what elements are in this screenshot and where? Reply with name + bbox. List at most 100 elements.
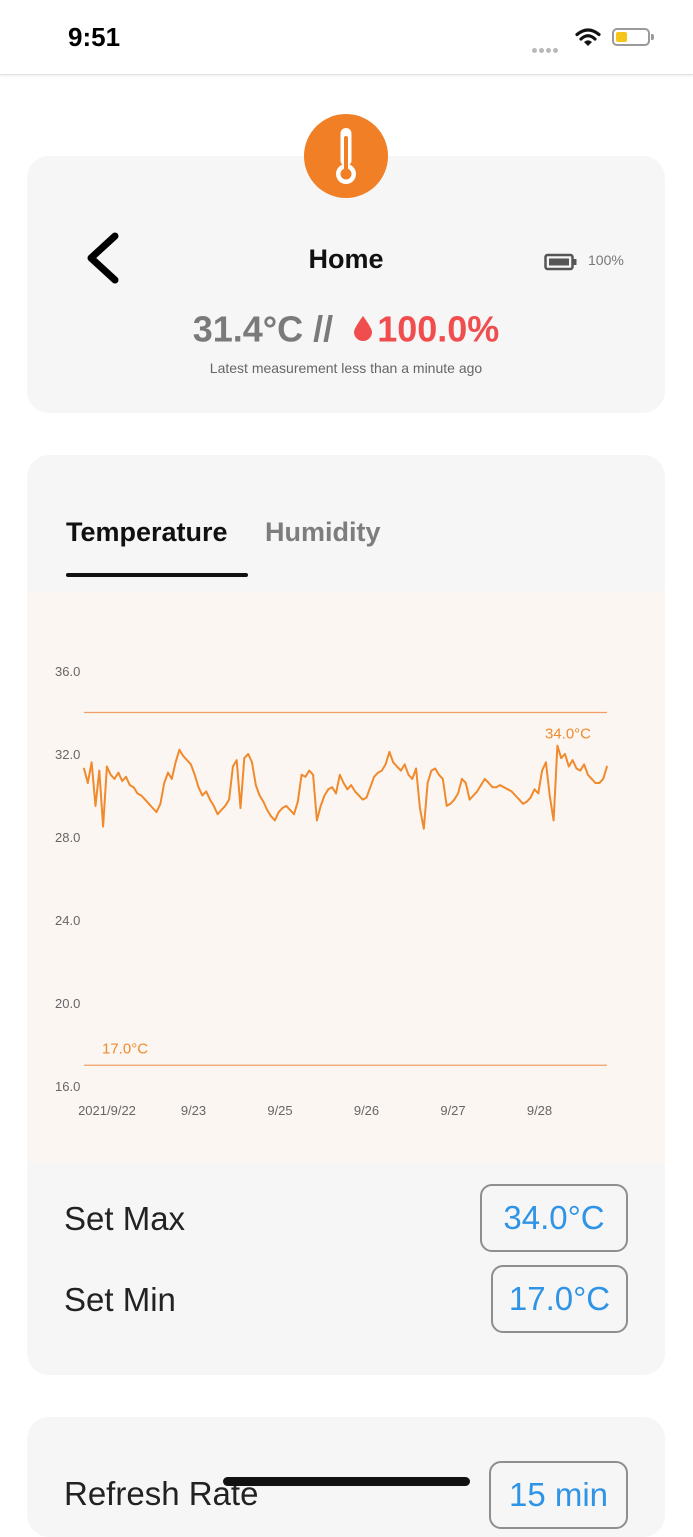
latest-reading: 31.4°C // 100.0%	[27, 308, 665, 356]
temperature-data-point	[94, 805, 97, 807]
history-card: Temperature Humidity 36.0 32.0 28.0 24.0 20.…	[27, 455, 665, 1375]
max-threshold-label: 34.0°C	[545, 726, 591, 743]
temperature-data-point	[400, 769, 402, 772]
temperature-data-point	[193, 773, 196, 776]
temperature-data-point	[86, 782, 89, 784]
temperature-data-point	[571, 759, 574, 762]
temperature-data-point	[598, 782, 601, 784]
temperature-data-point	[606, 765, 608, 768]
temperature-data-point	[461, 778, 463, 780]
y-tick-label: 28.0	[55, 830, 80, 845]
temperature-data-point	[533, 788, 536, 791]
temperature-data-point	[575, 767, 578, 770]
temperature-data-point	[407, 773, 410, 776]
refresh-rate-button[interactable]: 15 min	[489, 1461, 628, 1529]
temperature-data-point	[587, 773, 589, 776]
temperature-data-point	[411, 778, 414, 780]
x-tick-label: 2021/9/22	[78, 1103, 136, 1118]
temperature-chart-svg: 36.0 32.0 28.0 24.0 20.0 16.0 2021/9/22 9/23 9/…	[55, 664, 608, 1118]
temperature-data-point	[232, 765, 234, 768]
temperature-data-point	[453, 798, 456, 801]
temperature-data-point	[228, 798, 231, 801]
temperature-data-point	[552, 819, 555, 822]
temperature-data-point	[403, 763, 406, 766]
temperature-data-point	[296, 800, 299, 803]
temperature-data-point	[155, 811, 158, 813]
temperature-data-point	[209, 798, 211, 801]
x-tick-label: 9/25	[267, 1103, 292, 1118]
temperature-data-point	[262, 800, 265, 803]
tab-humidity[interactable]: Humidity	[265, 517, 381, 547]
temperature-data-point	[583, 763, 585, 766]
temperature-data-point	[529, 796, 532, 799]
temperature-data-point	[308, 769, 311, 772]
min-threshold-label: 17.0°C	[102, 1040, 148, 1057]
temperature-data-point	[361, 798, 364, 801]
temperature-data-point	[480, 784, 482, 786]
temperature-data-point	[285, 805, 288, 807]
temperature-data-point	[274, 819, 276, 822]
temperature-data-point	[335, 792, 337, 795]
last-measurement-text: Latest measurement less than a minute ag…	[209, 360, 483, 376]
temperature-data-point	[113, 778, 116, 780]
tab-temperature[interactable]: Temperature	[66, 517, 228, 547]
temperature-data-point	[190, 763, 192, 766]
set-max-button[interactable]: 34.0°C	[480, 1184, 628, 1252]
humidity-value: 100.0%	[377, 308, 500, 350]
temperature-data-point	[239, 807, 242, 809]
temperature-data-point	[243, 757, 246, 759]
temperature-data-point	[579, 769, 582, 772]
temperature-data-point	[457, 792, 459, 795]
temperature-data-point	[281, 807, 284, 809]
temperature-data-point	[365, 796, 368, 799]
temperature-data-point	[510, 790, 513, 793]
temperature-data-point	[163, 782, 166, 784]
y-tick-label: 20.0	[55, 996, 80, 1011]
temperature-data-point	[491, 786, 494, 789]
back-button[interactable]	[82, 230, 126, 290]
device-title: Home	[308, 244, 384, 274]
temperature-data-point	[151, 807, 154, 809]
temperature-data-point	[167, 771, 169, 774]
temperature-data-point	[254, 784, 257, 786]
set-max-label: Set Max	[64, 1200, 186, 1237]
x-tick-label: 9/26	[354, 1103, 379, 1118]
temperature-data-point	[342, 782, 345, 784]
water-drop-icon	[353, 308, 373, 350]
temperature-data-point	[483, 778, 486, 780]
temperature-data-point	[396, 765, 398, 768]
temperature-data-point	[556, 744, 559, 747]
set-min-button[interactable]: 17.0°C	[491, 1265, 628, 1333]
temperature-data-point	[159, 802, 162, 805]
temperature-data-point	[419, 807, 421, 809]
temperature-data-point	[224, 805, 227, 807]
temperature-data-point	[220, 809, 223, 811]
y-tick-label: 16.0	[55, 1079, 80, 1094]
temperature-data-point	[148, 802, 150, 805]
temperature-data-point	[170, 778, 173, 780]
y-tick-label: 32.0	[55, 747, 80, 762]
temperature-data-point	[449, 802, 452, 805]
temperature-data-point	[472, 794, 475, 797]
temperature-data-point	[277, 811, 280, 813]
device-battery-icon	[544, 253, 578, 276]
temperature-data-point	[545, 761, 547, 764]
temperature-data-point	[251, 761, 253, 764]
temperature-data-point	[426, 782, 429, 784]
temperature-data-point	[197, 786, 200, 789]
temperature-data-point	[384, 763, 387, 766]
temperature-data-point	[266, 809, 269, 811]
temperature-data-point	[445, 805, 448, 807]
battery-icon	[612, 28, 654, 46]
device-summary-card: Home 100% 31.4°C // 100.0% Latest measur…	[27, 156, 665, 413]
signal-dots-icon	[532, 40, 560, 58]
temperature-data-point	[476, 790, 479, 793]
set-min-label: Set Min	[64, 1281, 176, 1318]
temperature-data-point	[487, 782, 490, 784]
temperature-data-point	[354, 790, 356, 793]
temperature-chart[interactable]: 36.0 32.0 28.0 24.0 20.0 16.0 2021/9/22 9/23 9/…	[27, 591, 665, 1163]
temperature-data-point	[128, 784, 131, 786]
temperature-data-point	[102, 825, 104, 828]
temperature-data-point	[205, 790, 208, 793]
temperature-data-point	[388, 751, 391, 753]
